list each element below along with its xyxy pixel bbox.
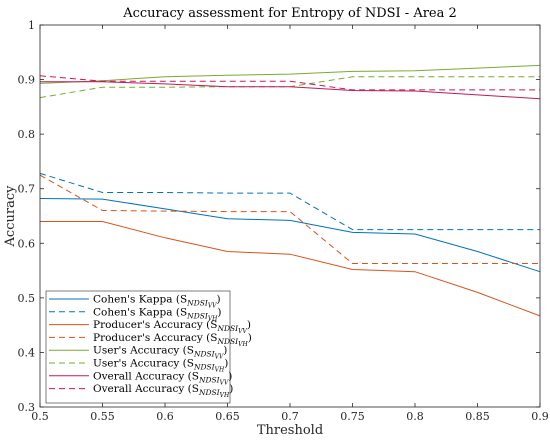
legend-entry-name: Producer's Accuracy — [93, 332, 203, 344]
x-tick-label: 0.55 — [90, 410, 115, 423]
legend-paren-close: ) — [228, 370, 232, 382]
legend-subsubscript: VH — [208, 315, 218, 322]
legend-subscript: NDSI — [186, 299, 209, 308]
tick-layer: 0.5 0.55 0.6 0.65 0.7 0.75 0.8 0.85 0.9 0.3 0.4 0.5… — [18, 19, 549, 423]
legend-subscript: NDSI — [193, 350, 216, 359]
legend-subsubscript: VH — [215, 367, 225, 374]
legend-entry-name: User's Accuracy — [93, 345, 179, 357]
x-tick-label: 0.7 — [281, 410, 299, 423]
legend-entry: Overall Accuracy (SNDSIVV) — [93, 370, 232, 386]
legend-paren-open: (S — [179, 358, 194, 370]
legend-entry-name: Overall Accuracy — [93, 383, 184, 395]
legend-entry: Overall Accuracy (SNDSIVH) — [93, 383, 233, 399]
legend-subsubscript: VH — [220, 392, 230, 399]
legend-subsubscript: VV — [208, 303, 217, 310]
legend-paren-close: ) — [229, 383, 233, 395]
legend-subscript: NDSI — [216, 337, 239, 346]
legend-paren-open: (S — [203, 332, 218, 344]
x-tick-label: 0.5 — [31, 410, 49, 423]
series-line-0 — [39, 198, 541, 273]
y-tick-label: 0.4 — [18, 346, 36, 359]
legend-paren-open: (S — [173, 294, 188, 306]
x-tick-label: 0.65 — [215, 410, 240, 423]
y-tick-label: 1 — [28, 19, 35, 32]
legend-entry-name: Cohen's Kappa — [93, 306, 173, 318]
x-tick-label: 0.6 — [156, 410, 174, 423]
legend-entry: Producer's Accuracy (SNDSIVV) — [93, 319, 251, 335]
series-line-7 — [39, 75, 540, 91]
legend-subsubscript: VV — [238, 328, 247, 335]
y-tick-label: 0.5 — [18, 292, 36, 305]
legend-paren-open: (S — [179, 345, 194, 357]
legend-entry-name: Producer's Accuracy — [93, 319, 203, 331]
x-tick-label: 0.8 — [406, 410, 424, 423]
legend-paren-open: (S — [173, 306, 188, 318]
legend-subsubscript: VH — [238, 341, 248, 348]
legend-entry-name: User's Accuracy — [93, 358, 179, 370]
series-line-1 — [39, 172, 540, 231]
y-tick-label: 0.9 — [18, 74, 36, 87]
legend-paren-close: ) — [248, 332, 252, 344]
legend-paren-close: ) — [224, 358, 228, 370]
legend-entry-name: Cohen's Kappa — [93, 294, 173, 306]
y-tick-label: 0.7 — [18, 183, 36, 196]
legend-entry: Cohen's Kappa (SNDSIVV) — [93, 294, 221, 310]
x-tick-label: 0.9 — [531, 410, 549, 423]
legend-entry: Cohen's Kappa (SNDSIVH) — [93, 306, 222, 322]
x-axis-label: Threshold — [257, 423, 323, 438]
legend-box — [45, 290, 231, 404]
legend-subscript: NDSI — [186, 311, 209, 320]
x-tick-label: 0.85 — [465, 410, 490, 423]
legend-subsubscript: VV — [215, 354, 224, 361]
legend-paren-open: (S — [184, 370, 199, 382]
y-tick-label: 0.3 — [18, 401, 36, 414]
chart-title: Accuracy assessment for Entropy of NDSI … — [122, 6, 457, 21]
legend-subscript: NDSI — [198, 388, 221, 397]
legend-subscript: NDSI — [198, 375, 221, 384]
legend: Cohen's Kappa (SNDSIVV)Cohen's Kappa (SN… — [45, 290, 252, 404]
y-tick-label: 0.6 — [18, 237, 36, 250]
legend-paren-close: ) — [217, 306, 221, 318]
legend-entry: User's Accuracy (SNDSIVV) — [93, 345, 227, 361]
legend-entry-name: Overall Accuracy — [93, 370, 184, 382]
legend-entry: User's Accuracy (SNDSIVH) — [93, 358, 228, 374]
y-tick-label: 0.8 — [18, 128, 36, 141]
series-line-6 — [40, 81, 541, 100]
legend-subscript: NDSI — [193, 363, 216, 372]
series-line-2 — [40, 221, 541, 317]
series-layer — [39, 64, 541, 317]
legend-paren-close: ) — [217, 294, 221, 306]
x-tick-label: 0.75 — [340, 410, 365, 423]
legend-paren-close: ) — [247, 319, 251, 331]
legend-subscript: NDSI — [216, 324, 239, 333]
series-line-3 — [39, 174, 540, 264]
legend-paren-open: (S — [184, 383, 199, 395]
legend-subsubscript: VV — [220, 379, 229, 386]
legend-paren-open: (S — [203, 319, 218, 331]
legend-entry: Producer's Accuracy (SNDSIVH) — [93, 332, 252, 348]
y-axis-label: Accuracy — [3, 185, 18, 248]
series-line-4 — [39, 64, 541, 84]
legend-paren-close: ) — [223, 345, 227, 357]
